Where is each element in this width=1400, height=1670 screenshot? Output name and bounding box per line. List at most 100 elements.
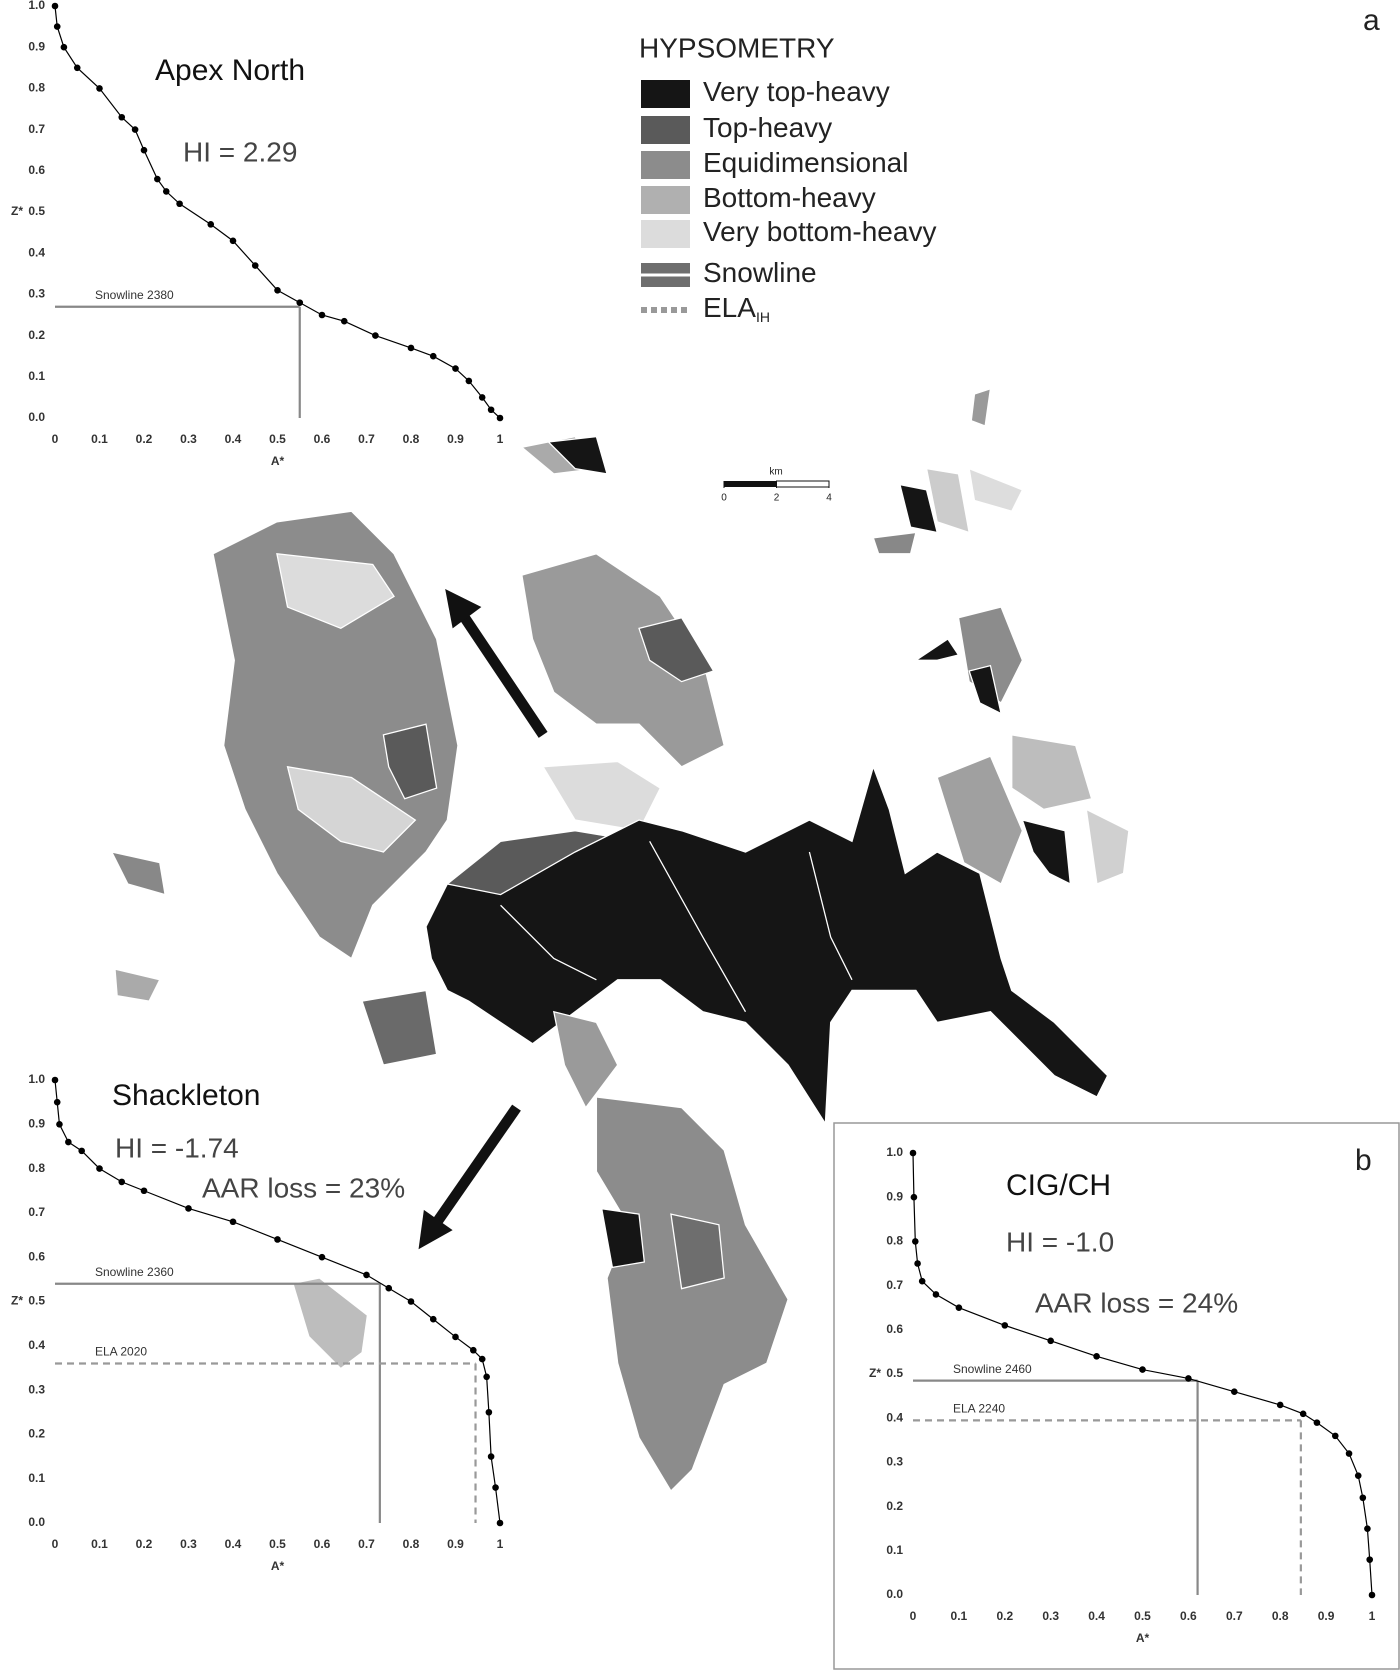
curve-point	[385, 1284, 393, 1292]
legend-label-text: Very top-heavy	[703, 76, 890, 107]
annotation: HI = -1.74	[115, 1132, 239, 1163]
glacier	[552, 1010, 619, 1109]
curve-point	[1047, 1337, 1054, 1345]
curve-point	[407, 1298, 415, 1305]
curve-point	[1231, 1388, 1238, 1395]
curve-point	[955, 1304, 963, 1311]
annotation: HI = -1.0	[1006, 1226, 1114, 1257]
y-tick-label: 0.2	[28, 328, 45, 342]
curve-point	[478, 394, 486, 401]
arrow	[458, 612, 548, 738]
scale-tick-label: 0	[721, 493, 727, 504]
arrows	[418, 588, 548, 1250]
curve-point	[496, 1519, 504, 1527]
curve-point	[274, 1236, 281, 1243]
curve-point	[1359, 1494, 1367, 1502]
curve	[54, 5, 501, 419]
legend-label-text: Snowline	[703, 257, 817, 288]
glacier	[1021, 819, 1072, 886]
y-tick-label: 0.9	[28, 1116, 45, 1130]
curve-point	[51, 2, 59, 10]
legend-label: Very top-heavy	[703, 76, 890, 107]
x-axis-label: A*	[271, 454, 285, 468]
glacier	[114, 968, 161, 1002]
curve-point	[96, 85, 103, 92]
y-tick-label: 0.3	[28, 287, 45, 301]
glacier	[968, 467, 1024, 512]
curve-point	[73, 64, 81, 72]
scale-unit: km	[769, 467, 782, 478]
glacier	[110, 851, 166, 896]
curve-point	[363, 1271, 370, 1279]
glacier	[276, 553, 395, 630]
x-tick-label: 1	[1369, 1609, 1376, 1623]
arrowhead	[445, 588, 482, 629]
curve-point	[1331, 1432, 1339, 1440]
y-tick-label: 0.5	[28, 1294, 45, 1308]
curve-point	[185, 1205, 192, 1212]
x-tick-label: 0.4	[225, 432, 242, 446]
glacier	[382, 723, 438, 800]
y-tick-label: 0.7	[28, 122, 45, 136]
curve-point	[56, 1121, 63, 1128]
glacier	[425, 764, 1109, 1126]
legend-swatch	[641, 220, 690, 248]
curve-point	[485, 1408, 493, 1416]
glacier	[1085, 808, 1130, 885]
x-tick-label: 0.6	[314, 1537, 331, 1551]
curve-point	[229, 237, 237, 245]
annotation: HI = 2.29	[183, 136, 297, 167]
curve-point	[340, 317, 348, 325]
y-tick-label: 0.9	[886, 1189, 903, 1203]
y-tick-label: 0.8	[28, 1161, 45, 1175]
chart-title: Apex North	[155, 54, 305, 87]
curve-point	[1368, 1591, 1376, 1599]
y-tick-label: 0.4	[28, 245, 45, 259]
curve-point	[372, 332, 379, 339]
y-tick-label: 0.4	[886, 1410, 903, 1424]
x-tick-label: 0.9	[447, 1537, 464, 1551]
glacier	[670, 1213, 725, 1290]
x-tick-label: 0.8	[1272, 1609, 1289, 1623]
legend-label: Equidimensional	[703, 147, 908, 178]
legend-label-text: Equidimensional	[703, 147, 908, 178]
curve-point	[492, 1484, 499, 1491]
y-tick-label: 0.5	[28, 204, 45, 218]
y-tick-label: 0.9	[28, 39, 45, 53]
curve-point	[496, 414, 504, 422]
x-tick-label: 0.6	[314, 432, 331, 446]
x-tick-label: 0.9	[447, 432, 464, 446]
legend-title: HYPSOMETRY	[639, 32, 835, 63]
reference-label: ELA 2240	[953, 1402, 1005, 1416]
curve-point	[140, 1187, 148, 1195]
scale-tick-label: 4	[826, 493, 832, 504]
curve-point	[251, 262, 259, 269]
curve-point	[914, 1260, 921, 1267]
curve-point	[487, 1453, 495, 1460]
curve-point	[1185, 1375, 1192, 1382]
curve-point	[487, 406, 495, 414]
x-tick-label: 0.8	[403, 1537, 420, 1551]
curve-point	[229, 1218, 237, 1226]
curve-point	[53, 23, 61, 30]
curve-point	[1299, 1410, 1307, 1418]
x-tick-label: 0.3	[1042, 1609, 1059, 1623]
arrowhead	[418, 1209, 453, 1250]
curve-point	[478, 1355, 486, 1363]
curve-point	[96, 1165, 103, 1172]
y-tick-label: 0.6	[28, 1249, 45, 1263]
y-tick-label: 0.6	[886, 1322, 903, 1336]
glacier	[361, 989, 438, 1066]
glacier	[872, 531, 917, 555]
glacier	[970, 387, 992, 427]
curve-point	[429, 352, 437, 360]
curve-point	[1093, 1353, 1100, 1360]
curve-point	[407, 344, 415, 352]
scale-bar-dark	[724, 481, 777, 487]
glacier	[521, 553, 725, 768]
legend-label-text: Very bottom-heavy	[703, 216, 936, 247]
curve-point	[465, 377, 473, 385]
legend-label: Top-heavy	[703, 112, 832, 143]
y-tick-label: 0.1	[886, 1543, 903, 1557]
